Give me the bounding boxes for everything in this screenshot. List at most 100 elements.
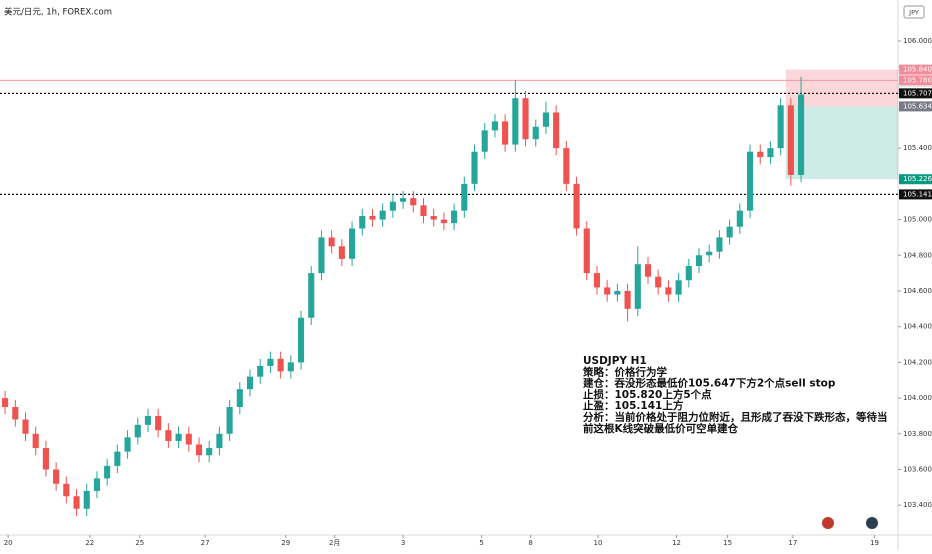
level-label: 105.707 (903, 89, 932, 97)
candle-body (318, 237, 325, 274)
candle-body (695, 255, 703, 266)
candle-body (379, 210, 386, 220)
note-line: 策略：价格行为学 (582, 365, 667, 378)
candle-body (277, 358, 284, 372)
candle-body (389, 201, 396, 211)
currency-label: JPY (908, 9, 919, 17)
candle-body (512, 98, 519, 145)
y-tick-label: 104.600 (903, 287, 932, 295)
y-tick-label: 106.000 (903, 37, 932, 45)
note-line: 分析：当前价格处于阻力位附近，且形成了吞没下跌形态，等待当 (583, 411, 888, 424)
candle-body (328, 237, 335, 247)
chart-title: 美元/日元, 1h, FOREX.com (4, 7, 112, 18)
stop-label: 105.840 (903, 66, 932, 74)
y-tick-label: 104.400 (903, 323, 932, 331)
candle-body (542, 112, 550, 127)
target-label: 105.226 (903, 175, 932, 183)
candle-body (675, 280, 682, 295)
x-tick-label: 25 (135, 539, 144, 547)
note-line: USDJPY H1 (583, 355, 647, 367)
x-tick-label: 20 (4, 539, 13, 547)
y-tick-label: 103.400 (903, 501, 932, 509)
candle-body (2, 398, 9, 408)
candle-body (461, 183, 468, 211)
candle-body (369, 215, 376, 220)
note-line: 建仓：吞没形态最低价105.647下方2个点sell stop (582, 377, 836, 390)
candle-body (144, 415, 152, 425)
y-tick-label: 105.400 (903, 144, 932, 152)
candle-body (93, 478, 101, 491)
candle-body (287, 362, 294, 372)
candle-body (175, 433, 182, 441)
candle-body (706, 251, 713, 256)
candle-body (42, 448, 49, 470)
candle-body (359, 215, 366, 229)
candle-body (502, 121, 509, 145)
candle-body (124, 437, 131, 452)
candle-body (32, 433, 39, 449)
candle-body (73, 496, 80, 509)
level-label: 105.141 (903, 190, 932, 198)
candle-body (532, 126, 539, 140)
x-tick-label: 12 (672, 539, 681, 547)
candle-body (787, 105, 794, 175)
candle-body (206, 448, 213, 456)
candle-body (451, 210, 458, 224)
candle-body (726, 226, 733, 238)
candle-body (593, 273, 601, 288)
candle-body (297, 317, 305, 363)
level-label-bg (899, 189, 932, 200)
logo (822, 517, 834, 529)
candle-body (104, 465, 111, 479)
x-tick-label: 10 (594, 539, 603, 547)
candle-body (614, 290, 621, 295)
candle-body (195, 444, 203, 456)
candle-body (583, 228, 590, 274)
candle-body (165, 430, 172, 441)
candle-body (665, 287, 672, 295)
candle-body (522, 98, 529, 140)
candle-body (53, 469, 60, 484)
candle-body (12, 407, 19, 420)
y-tick-label: 103.800 (903, 430, 932, 438)
candle-body (624, 290, 631, 309)
last-price-label: 105.780 (903, 76, 932, 84)
candle-body (63, 483, 70, 497)
y-tick-label: 105.000 (903, 216, 932, 224)
candle-body (481, 130, 488, 152)
candle-body (797, 94, 805, 175)
currency-box (903, 5, 925, 19)
candle-body (736, 210, 743, 227)
candle-body (767, 148, 774, 158)
candle-body (440, 219, 447, 224)
candle-body (553, 112, 560, 149)
target-label-bg (899, 174, 932, 185)
candle-body (114, 451, 121, 466)
candle-body (185, 433, 192, 445)
x-tick-label: 5 (479, 539, 483, 547)
note-line: 止盈：105.141上方 (583, 399, 684, 412)
candle-body (563, 148, 570, 184)
candle-body (644, 264, 652, 277)
x-tick-label: 29 (281, 539, 290, 547)
candle-body (134, 424, 141, 438)
candle-body (348, 228, 356, 259)
candle-body (83, 490, 90, 509)
candle-body (685, 265, 692, 281)
candle-body (216, 433, 223, 449)
candle-body (420, 205, 427, 216)
last-price-label-bg (899, 75, 932, 86)
candle-body (430, 215, 437, 220)
x-tick-label: 3 (401, 539, 405, 547)
y-tick-label: 104.000 (903, 394, 932, 402)
x-tick-label: 22 (85, 539, 94, 547)
candle-body (655, 276, 662, 288)
candle-body (226, 407, 233, 434)
stop-zone (785, 69, 898, 107)
candle-body (400, 198, 407, 202)
candle-body (246, 376, 254, 390)
entry-label: 105.634 (903, 102, 932, 110)
y-tick-label: 104.200 (903, 358, 932, 366)
x-tick-label: 8 (528, 539, 532, 547)
